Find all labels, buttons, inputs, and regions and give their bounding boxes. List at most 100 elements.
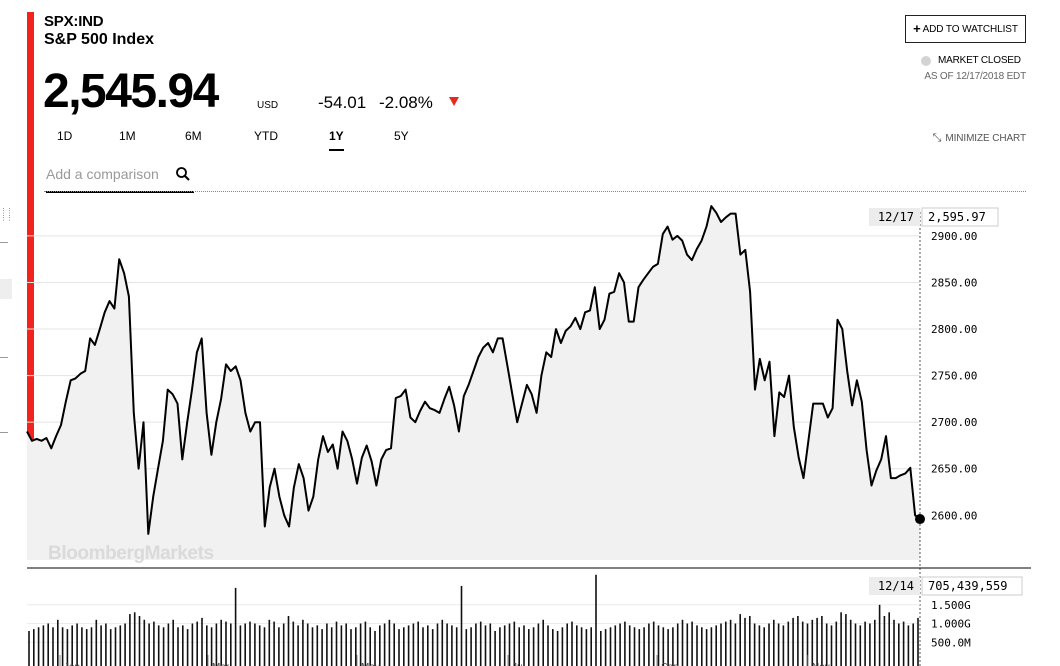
- volume-bar: [460, 586, 463, 666]
- plus-icon: +: [913, 21, 921, 36]
- price-y-tick-label: 2850.00: [931, 276, 977, 289]
- volume-bar: [624, 621, 626, 666]
- volume-bar: [124, 623, 126, 666]
- volume-bars: [28, 574, 919, 666]
- volume-bar: [340, 625, 343, 666]
- volume-bar: [739, 614, 741, 666]
- volume-bar: [306, 623, 309, 666]
- volume-bar: [383, 623, 386, 666]
- comparison-search: [46, 163, 194, 193]
- price-y-tick-label: 2800.00: [931, 323, 977, 336]
- volume-bar: [182, 625, 184, 666]
- volume-bar: [912, 623, 914, 666]
- volume-bar: [633, 627, 636, 666]
- volume-bar: [691, 621, 693, 666]
- volume-bar: [845, 614, 847, 666]
- volume-y-tick-label: 500.0M: [931, 636, 971, 649]
- volume-bar: [282, 623, 285, 666]
- volume-y-tick-label: 1.000G: [931, 618, 971, 631]
- volume-bar: [177, 627, 179, 666]
- volume-bar: [465, 629, 468, 666]
- minimize-icon: ⤡: [932, 132, 942, 144]
- volume-bar: [210, 627, 213, 666]
- volume-bar: [619, 623, 621, 666]
- volume-bar: [451, 625, 453, 666]
- volume-bar: [648, 623, 650, 666]
- volume-bar: [725, 621, 727, 666]
- price-y-tick-label: 2600.00: [931, 509, 977, 522]
- volume-bar: [206, 625, 208, 666]
- volume-bar: [379, 625, 381, 666]
- volume-bar: [345, 623, 347, 666]
- volume-bar: [696, 625, 698, 666]
- volume-bar: [499, 627, 501, 666]
- minimize-chart-button[interactable]: ⤡ MINIMIZE CHART: [933, 132, 1026, 145]
- volume-bar: [893, 619, 895, 666]
- volume-bar: [220, 619, 222, 666]
- volume-bar: [902, 621, 905, 666]
- minimize-label: MINIMIZE CHART: [945, 133, 1026, 144]
- volume-bar: [364, 621, 367, 666]
- volume-bar: [811, 619, 814, 666]
- range-tab-1y[interactable]: 1Y: [329, 129, 344, 151]
- last-point-marker: [915, 514, 925, 525]
- price-readout-value: 2,595.97: [928, 210, 986, 224]
- price-change-percent: -2.08%: [379, 93, 433, 112]
- search-icon[interactable]: [175, 166, 191, 182]
- add-to-watchlist-button[interactable]: + ADD TO WATCHLIST: [905, 15, 1026, 43]
- volume-bar: [162, 627, 165, 666]
- volume-bar: [518, 627, 520, 666]
- range-tab-ytd[interactable]: YTD: [254, 129, 278, 143]
- volume-bar: [763, 627, 765, 666]
- edge-tick: [0, 242, 8, 243]
- volume-bar: [484, 625, 487, 666]
- volume-bar: [201, 617, 203, 666]
- volume-bar: [66, 629, 69, 666]
- volume-bar: [316, 625, 319, 666]
- volume-bar: [523, 625, 525, 666]
- drag-grip-icon[interactable]: ⋮⋮ ⋮⋮: [0, 208, 13, 222]
- volume-bar: [806, 623, 809, 666]
- volume-bar: [657, 625, 660, 666]
- volume-bar: [109, 629, 112, 666]
- volume-bar: [422, 627, 424, 666]
- volume-bar: [816, 617, 818, 666]
- volume-bar: [638, 629, 641, 666]
- range-tab-5y[interactable]: 5Y: [394, 129, 409, 143]
- volume-bar: [782, 625, 785, 666]
- edge-tick: [0, 432, 8, 433]
- x-axis-label: Sep: [661, 662, 679, 666]
- range-tab-6m[interactable]: 6M: [185, 129, 202, 143]
- price-readout-date-box: [869, 208, 920, 226]
- price-y-tick-label: 2650.00: [931, 463, 977, 476]
- volume-bar: [777, 623, 780, 666]
- volume-bar: [883, 616, 886, 666]
- volume-bar: [508, 623, 511, 666]
- edge-highlight: [0, 279, 12, 299]
- volume-bar: [528, 629, 530, 666]
- volume-bar: [249, 621, 251, 666]
- range-tab-1d[interactable]: 1D: [57, 129, 73, 143]
- volume-bar: [57, 619, 59, 666]
- comparison-input[interactable]: [46, 163, 171, 185]
- volume-bar: [768, 623, 770, 666]
- volume-bar: [547, 625, 549, 666]
- volume-bar: [225, 621, 227, 666]
- volume-bar: [311, 627, 314, 666]
- volume-bar: [849, 619, 852, 666]
- volume-bar: [667, 629, 669, 666]
- volume-bar: [830, 625, 833, 666]
- volume-bar: [417, 621, 419, 666]
- volume-bar: [676, 623, 679, 666]
- bloomberg-markets-watermark: BloombergMarkets: [48, 543, 214, 564]
- volume-bar: [403, 627, 405, 666]
- volume-bar: [566, 623, 568, 666]
- volume-bar: [571, 621, 573, 666]
- price-y-axis: 2600.00 2650.00 2700.00 2750.00 2800.00 2850.…: [931, 230, 977, 522]
- volume-bar: [797, 616, 799, 666]
- volume-bar: [561, 627, 564, 666]
- range-tab-1m[interactable]: 1M: [119, 129, 136, 143]
- volume-bar: [854, 623, 857, 666]
- volume-readout-value: 705,439,559: [928, 579, 1007, 593]
